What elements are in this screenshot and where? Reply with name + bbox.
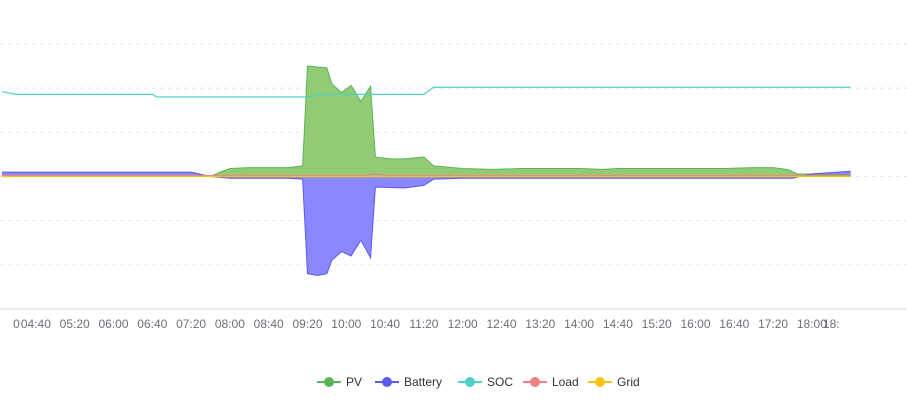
x-tick-label: 12:40 (486, 317, 516, 331)
series-areas (1, 66, 851, 276)
legend-item-pv[interactable]: PV (317, 375, 362, 389)
x-tick-label: 14:40 (603, 317, 633, 331)
line-load (1, 173, 851, 177)
legend-item-battery[interactable]: Battery (375, 375, 442, 389)
legend-label: SOC (487, 375, 513, 389)
x-tick-label: 16:00 (680, 317, 710, 331)
x-tick-label: 12:00 (448, 317, 478, 331)
legend-label: Battery (404, 375, 442, 389)
legend-marker-icon (530, 377, 540, 387)
x-tick-label: 10:00 (331, 317, 361, 331)
x-tick-label: 09:20 (292, 317, 322, 331)
x-tick-label: 06:40 (137, 317, 167, 331)
legend-label: PV (346, 375, 362, 389)
legend-label: Grid (617, 375, 640, 389)
x-tick-label: 11:20 (409, 317, 438, 331)
legend-marker-icon (324, 377, 334, 387)
legend-marker-icon (465, 377, 475, 387)
legend[interactable]: PV Battery SOC Load Grid (317, 375, 640, 389)
x-tick-label: 14:00 (564, 317, 594, 331)
x-tick-label: 13:20 (525, 317, 555, 331)
x-tick-label: 16:40 (719, 317, 749, 331)
x-tick-label: 0 (13, 317, 20, 331)
x-tick-label: 05:20 (60, 317, 90, 331)
x-tick-label: 15:20 (642, 317, 672, 331)
x-tick-label: 18:00 (797, 317, 827, 331)
x-tick-label: 18: (823, 317, 840, 331)
x-tick-label: 08:40 (254, 317, 284, 331)
legend-marker-icon (382, 377, 392, 387)
x-tick-label: 04:40 (21, 317, 51, 331)
legend-item-grid[interactable]: Grid (588, 375, 640, 389)
line-pv (210, 65, 851, 177)
legend-marker-icon (595, 377, 605, 387)
legend-label: Load (552, 375, 579, 389)
x-tick-label: 07:20 (176, 317, 206, 331)
x-tick-label: 06:00 (98, 317, 128, 331)
line-battery (1, 170, 851, 276)
x-tick-label: 17:20 (758, 317, 788, 331)
x-tick-label: 08:00 (215, 317, 245, 331)
legend-item-load[interactable]: Load (523, 375, 579, 389)
x-tick-label: 10:40 (370, 317, 400, 331)
series-lines (1, 65, 851, 276)
x-axis: 0 04:40 05:20 06:00 06:40 07:20 08:00 08:40 09:2… (13, 317, 839, 331)
legend-item-soc[interactable]: SOC (458, 375, 513, 389)
line-soc (1, 86, 851, 98)
area-battery (1, 171, 851, 276)
